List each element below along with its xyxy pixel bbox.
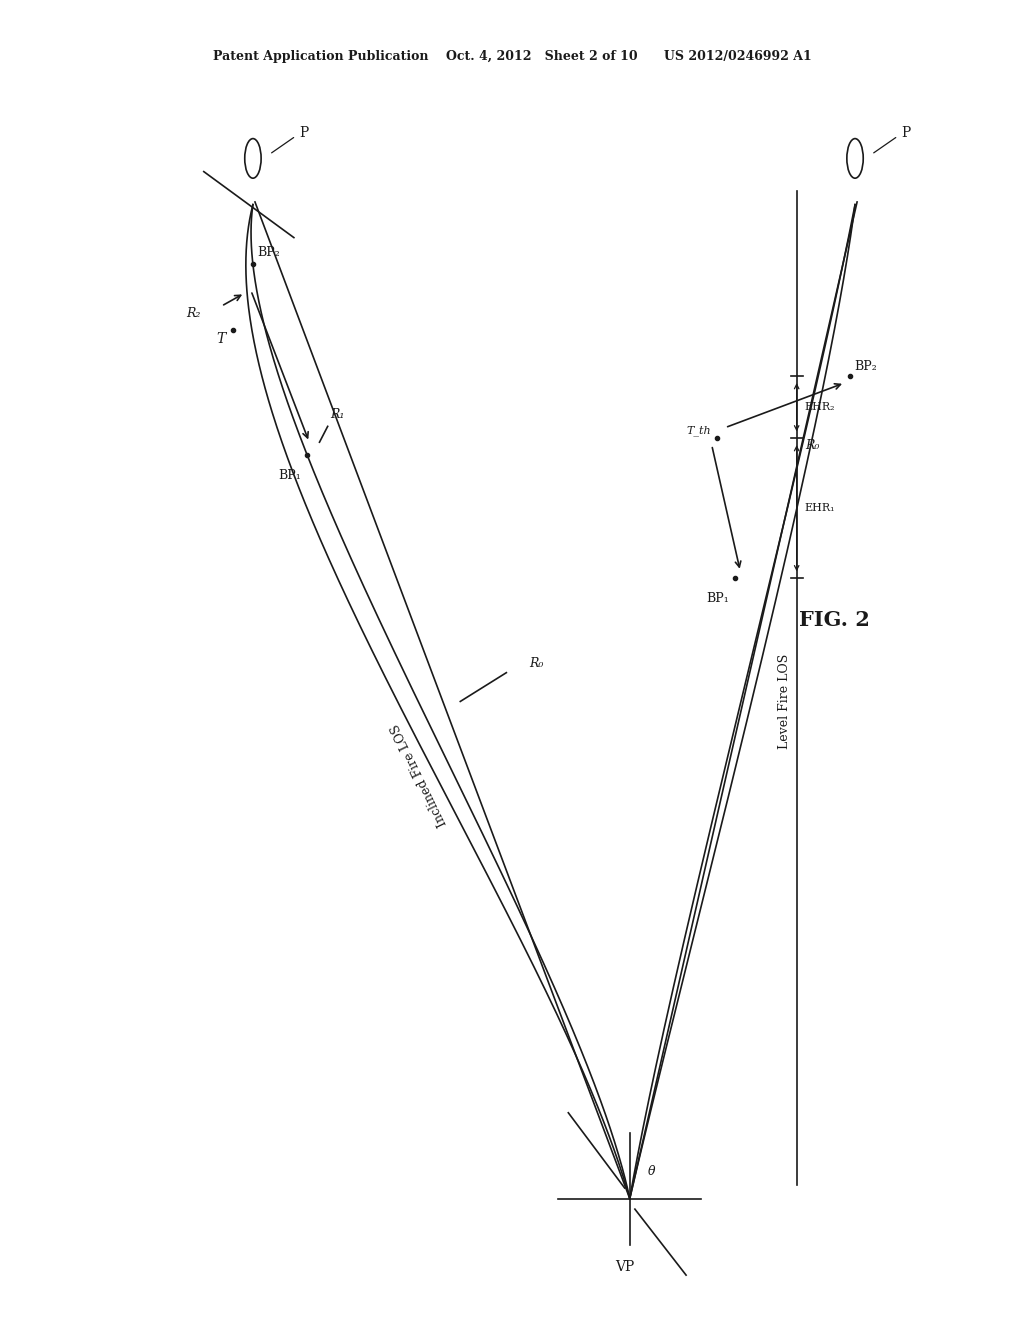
Text: VP: VP bbox=[615, 1261, 634, 1274]
Text: θ: θ bbox=[648, 1164, 655, 1177]
Text: BP₂: BP₂ bbox=[257, 246, 280, 259]
Text: T: T bbox=[216, 333, 225, 346]
Text: FIG. 2: FIG. 2 bbox=[799, 610, 870, 631]
Ellipse shape bbox=[245, 139, 261, 178]
Text: Level Fire LOS: Level Fire LOS bbox=[778, 653, 791, 750]
Text: P: P bbox=[299, 127, 308, 140]
Text: P: P bbox=[901, 127, 910, 140]
Text: BP₂: BP₂ bbox=[854, 359, 877, 372]
Text: R₀: R₀ bbox=[529, 657, 544, 671]
Text: BP₁: BP₁ bbox=[279, 469, 301, 482]
Text: EHR₁: EHR₁ bbox=[805, 503, 836, 513]
Ellipse shape bbox=[847, 139, 863, 178]
Text: BP₁: BP₁ bbox=[707, 591, 729, 605]
Text: R₂: R₂ bbox=[186, 306, 201, 319]
Text: T_th: T_th bbox=[686, 425, 711, 436]
Text: R₀: R₀ bbox=[805, 438, 819, 451]
Text: Patent Application Publication    Oct. 4, 2012   Sheet 2 of 10      US 2012/0246: Patent Application Publication Oct. 4, 2… bbox=[213, 50, 811, 63]
Text: EHR₂: EHR₂ bbox=[805, 403, 836, 412]
Text: Inclined Fire LOS: Inclined Fire LOS bbox=[389, 722, 450, 829]
Text: R₁: R₁ bbox=[330, 408, 344, 421]
